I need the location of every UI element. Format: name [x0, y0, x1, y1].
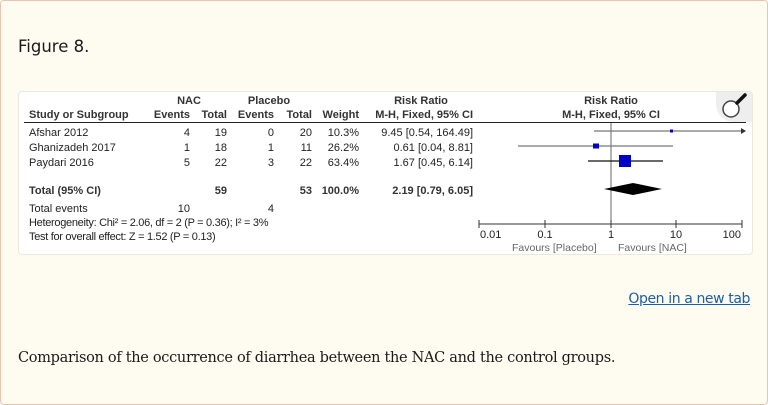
figure-caption: Comparison of the occurrence of diarrhea…: [18, 350, 616, 366]
risk-ratio: 9.45 [0.54, 164.49]: [381, 127, 473, 139]
col-header-nac-events: Events: [153, 109, 190, 121]
nac-events: 4: [183, 127, 190, 139]
placebo-total: 20: [299, 127, 312, 139]
total-events-placebo: 4: [267, 203, 274, 215]
tick-label: 0.01: [480, 229, 502, 241]
tick-label: 10: [669, 229, 683, 241]
tick-label: 0.1: [537, 229, 553, 241]
magnifier-icon: [722, 93, 747, 118]
nac-total: 22: [214, 157, 227, 169]
col-header-study: Study or Subgroup: [29, 109, 129, 121]
weight: 100.0%: [321, 185, 359, 197]
weight: 10.3%: [327, 127, 359, 139]
figure-label: Figure 8.: [18, 37, 90, 56]
favours-right-label: Favours [NAC]: [618, 242, 687, 254]
open-in-new-tab-link[interactable]: Open in a new tab: [628, 291, 750, 307]
total-label: Total (95% CI): [29, 185, 101, 197]
group-header-risk-ratio-plot: Risk Ratio: [584, 95, 638, 107]
weight: 26.2%: [327, 142, 359, 154]
nac-total: 59: [214, 185, 227, 197]
placebo-events: 0: [267, 127, 274, 139]
col-header-nac-total: Total: [201, 109, 227, 121]
placebo-events: 1: [267, 142, 274, 154]
study-name: Ghanizadeh 2017: [29, 142, 116, 154]
study-name: Afshar 2012: [29, 127, 89, 139]
col-header-weight: Weight: [322, 109, 359, 121]
nac-events: 5: [183, 157, 190, 169]
marker-ghanizadeh: [593, 143, 599, 149]
group-header-placebo: Placebo: [247, 95, 291, 107]
tick-label: 100: [722, 229, 741, 241]
marker-afshar: [670, 129, 673, 133]
col-header-rr-method: M-H, Fixed, 95% CI: [375, 109, 473, 121]
placebo-events: 3: [267, 157, 274, 169]
group-header-risk-ratio: Risk Ratio: [394, 95, 448, 107]
nac-events: 1: [183, 142, 190, 154]
nac-total: 18: [214, 142, 227, 154]
heterogeneity-text: Heterogeneity: Chi² = 2.06, df = 2 (P = …: [29, 217, 269, 229]
favours-left-label: Favours [Placebo]: [512, 242, 597, 254]
forest-plot-figure[interactable]: NAC Placebo Risk Ratio Risk Ratio Study …: [18, 91, 753, 255]
placebo-total: 11: [300, 142, 312, 154]
col-header-placebo-events: Events: [237, 109, 274, 121]
total-events-label: Total events: [29, 203, 88, 215]
pooled-diamond: [604, 183, 662, 195]
risk-ratio: 0.61 [0.04, 8.81]: [393, 142, 473, 154]
col-header-plot-method: M-H, Fixed, 95% CI: [562, 109, 660, 121]
weight: 63.4%: [327, 157, 359, 169]
nac-total: 19: [214, 127, 227, 139]
header-divider: [24, 122, 746, 123]
overall-effect-text: Test for overall effect: Z = 1.52 (P = 0…: [29, 231, 216, 243]
risk-ratio: 1.67 [0.45, 6.14]: [393, 157, 473, 169]
placebo-total: 53: [299, 185, 312, 197]
tick-label: 1: [607, 229, 615, 241]
placebo-total: 22: [299, 157, 312, 169]
marker-paydari: [619, 155, 631, 167]
col-header-placebo-total: Total: [286, 109, 312, 121]
total-events-nac: 10: [177, 203, 190, 215]
zoom-figure-button[interactable]: [716, 92, 752, 122]
study-name: Paydari 2016: [29, 157, 94, 169]
arrow-icon: [741, 128, 746, 134]
group-header-nac: NAC: [177, 95, 201, 107]
forest-plot: [478, 123, 746, 228]
risk-ratio: 2.19 [0.79, 6.05]: [392, 185, 473, 197]
